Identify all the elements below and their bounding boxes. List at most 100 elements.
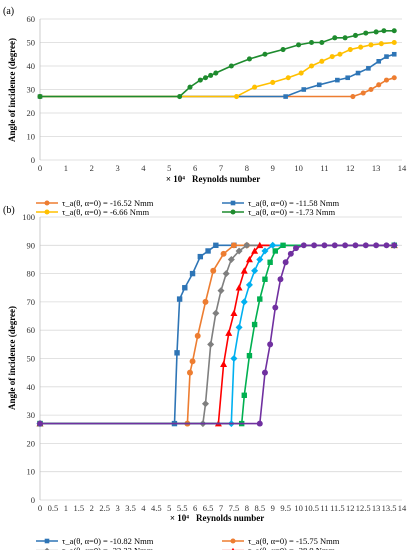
data-point [391, 51, 397, 57]
data-point [220, 250, 227, 257]
data-point [391, 242, 398, 249]
data-point [187, 369, 193, 376]
data-point [301, 87, 307, 92]
y-tick-label: 0 [31, 495, 35, 505]
data-point [287, 250, 294, 257]
legend-marker [44, 547, 50, 550]
data-point [366, 66, 371, 71]
x-tick-label: 11 [320, 163, 328, 173]
x-tick-label: 6.5 [203, 503, 214, 513]
data-point [269, 241, 277, 249]
data-point [280, 47, 286, 53]
data-point [316, 82, 322, 88]
legend-marker [231, 547, 235, 550]
data-point [230, 354, 238, 363]
data-point [329, 54, 335, 60]
data-point [262, 276, 268, 282]
data-point [391, 28, 397, 34]
data-point [342, 35, 348, 41]
series-line [40, 244, 395, 425]
data-point [350, 94, 356, 100]
legend-label: τ_a(θ, α=0) = -11.58 Nmm [248, 198, 339, 208]
x-tick-label: 10 [294, 503, 303, 513]
data-point [230, 242, 237, 249]
data-point [37, 94, 43, 100]
data-point [176, 296, 183, 302]
data-point [220, 360, 228, 367]
data-point [225, 329, 233, 336]
series-6 [37, 242, 397, 427]
data-point [332, 35, 338, 41]
x-tick-label: 10.5 [304, 503, 319, 513]
data-point [256, 420, 263, 427]
x-tick-label: 1.5 [73, 503, 84, 513]
data-point [246, 352, 253, 359]
series-line [40, 53, 395, 98]
data-point [308, 39, 315, 46]
x-tick-label: 13 [372, 163, 381, 173]
x-tick-label: 14 [398, 163, 407, 173]
data-point [261, 247, 269, 255]
series-line [40, 29, 395, 98]
legend-marker [44, 209, 50, 215]
data-point [197, 77, 203, 83]
data-point [373, 242, 380, 249]
data-point [202, 298, 209, 305]
data-point [240, 298, 248, 306]
series-line [40, 41, 395, 98]
y-tick-label: 70 [27, 297, 36, 307]
data-point [308, 63, 315, 69]
x-tick-label: 0 [38, 163, 42, 173]
data-point [187, 84, 193, 90]
y-tick-label: 10 [27, 132, 36, 142]
data-point [251, 247, 259, 254]
x-tick-label: 13.5 [382, 503, 397, 513]
x-tick-label: 14 [398, 503, 407, 513]
series-2 [37, 242, 398, 427]
x-tick-label: 13 [372, 503, 381, 513]
data-point [245, 255, 253, 263]
x-axis-title: Reynolds number [192, 174, 260, 184]
data-point [194, 332, 201, 339]
data-point [207, 340, 215, 348]
y-tick-label: 10 [27, 467, 36, 477]
data-point [262, 51, 268, 57]
x-tick-label: 7 [219, 503, 223, 513]
x-tick-label: 12 [346, 163, 355, 173]
data-point [391, 75, 397, 81]
x-tick-label: 9 [271, 503, 275, 513]
data-point [368, 86, 374, 93]
data-point [321, 242, 328, 249]
x-tick-label: 12.5 [356, 503, 371, 513]
series-4 [36, 241, 398, 427]
x-tick-label: 3 [115, 503, 119, 513]
x-tick-label: 5 [167, 163, 171, 173]
series-3 [37, 39, 397, 100]
x-tick-label: 8 [245, 163, 249, 173]
legend: τ_a(θ, α=0) = -10.82 Nmm τ_a(θ, α=0) = -1… [36, 536, 340, 550]
data-point [213, 242, 219, 248]
data-point [233, 94, 240, 100]
y-tick-label: 50 [27, 38, 36, 48]
y-tick-label: 90 [27, 240, 36, 250]
series-1 [37, 242, 397, 427]
data-point [345, 75, 350, 81]
data-point [376, 82, 382, 88]
data-point [376, 59, 382, 64]
y-axis-title: Angle of incidence (degree) [7, 38, 17, 142]
x-tick-label: 12 [346, 503, 355, 513]
data-point [337, 51, 343, 57]
data-point [222, 270, 230, 278]
x-tick-label: 4 [141, 163, 146, 173]
y-tick-label: 30 [27, 85, 36, 95]
x-tick-label: 3.5 [125, 503, 136, 513]
series-5 [36, 241, 398, 428]
data-point [261, 369, 268, 376]
data-point [213, 70, 219, 76]
series-line [40, 77, 395, 98]
data-point [251, 267, 259, 275]
y-axis-title: Angle of incidence (degree) [7, 306, 17, 410]
data-point [256, 255, 264, 263]
